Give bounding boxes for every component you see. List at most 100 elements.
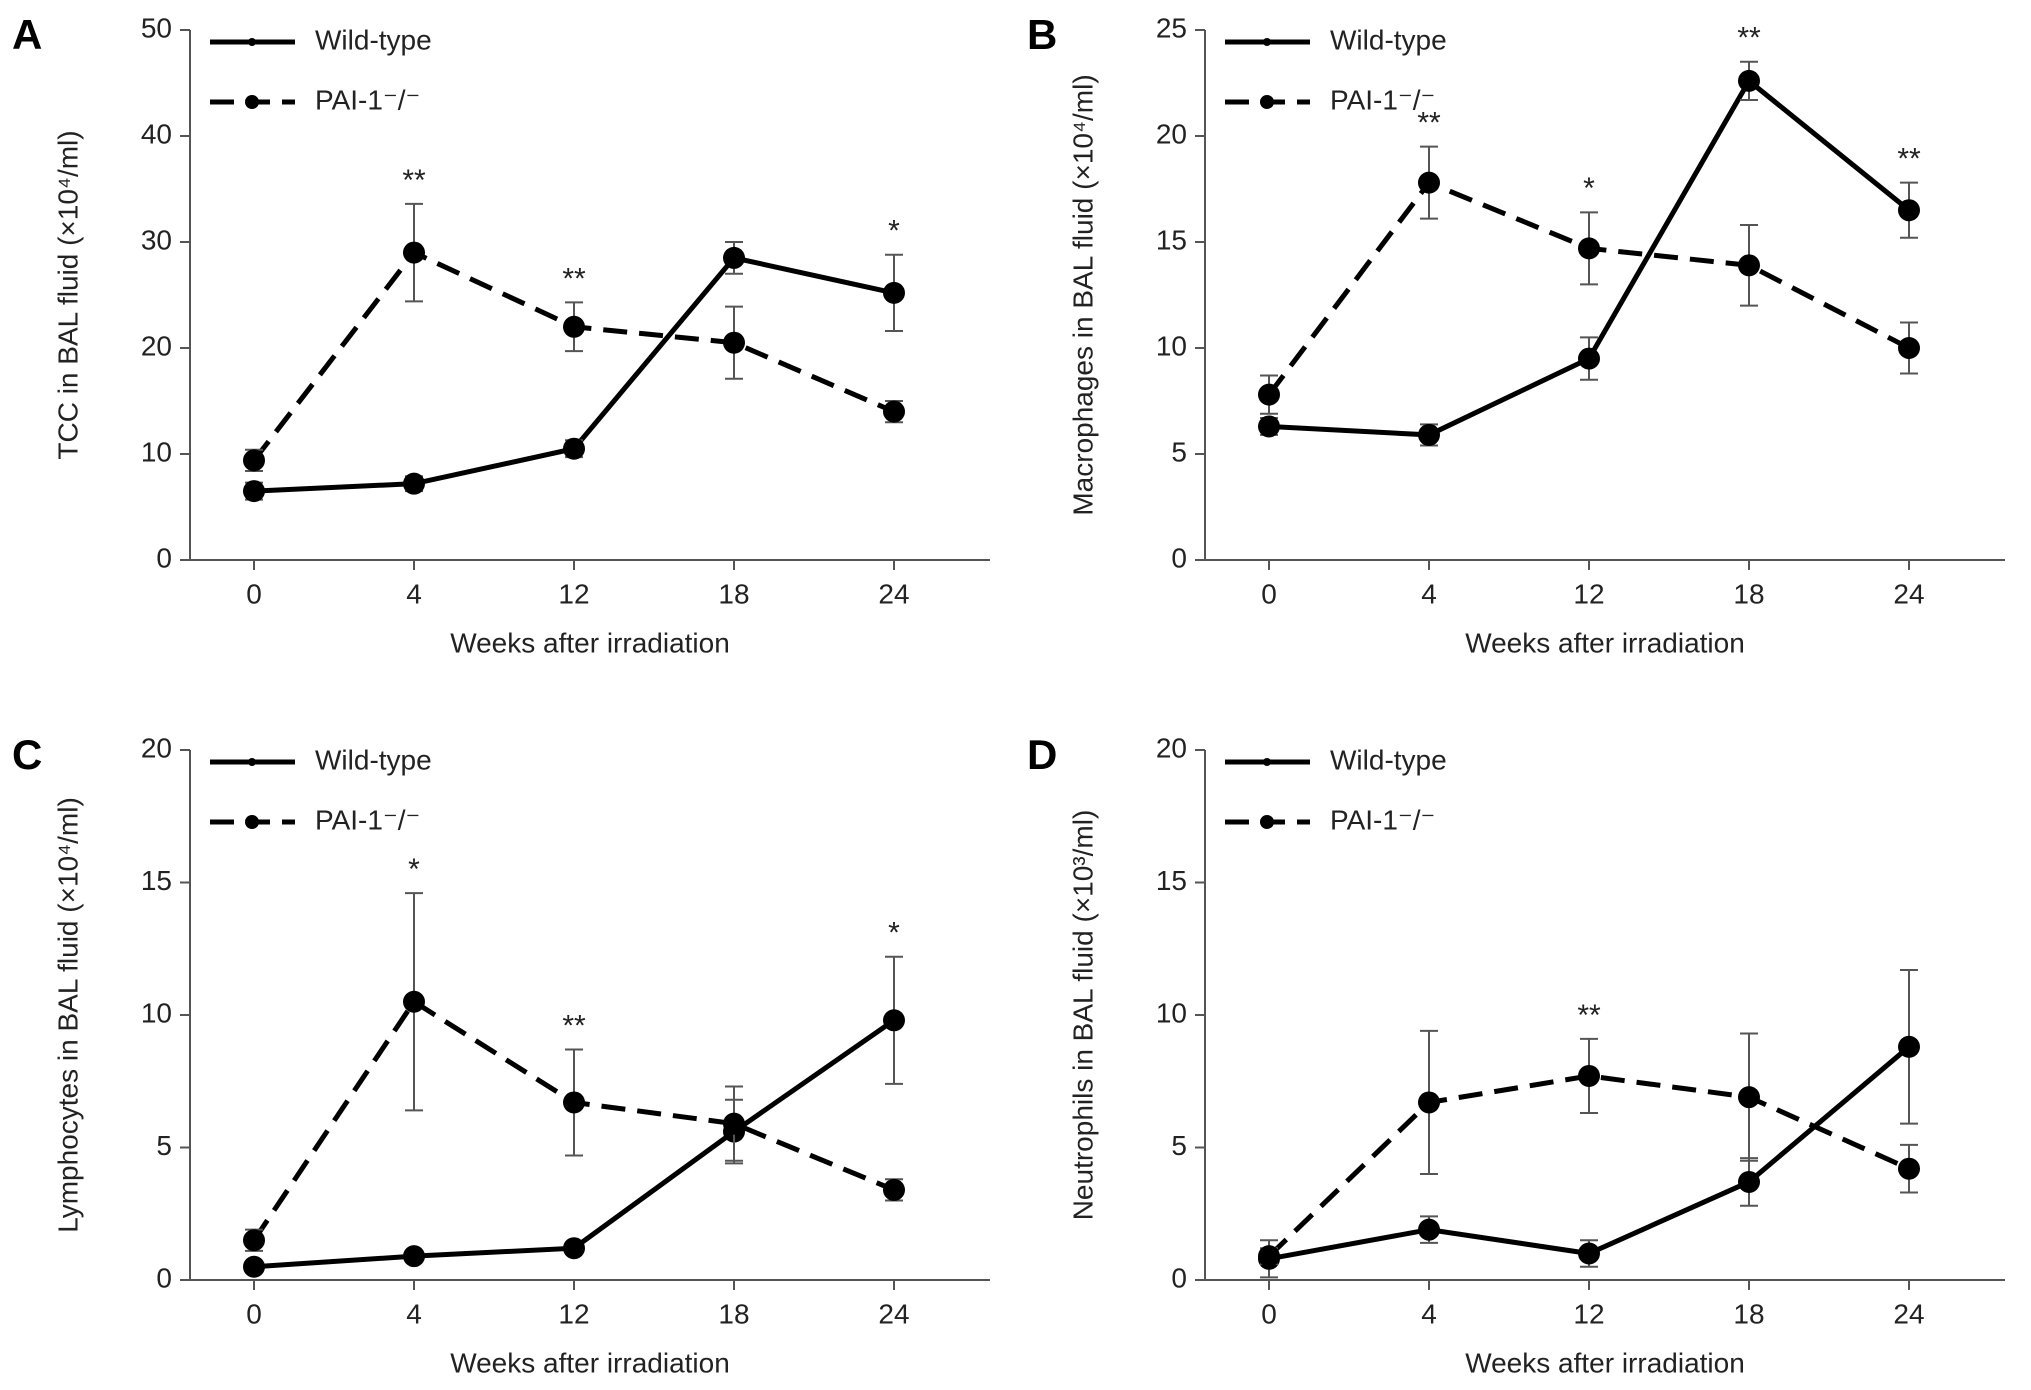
x-tick-label: 24	[878, 578, 909, 609]
data-point	[403, 990, 425, 1013]
data-point	[1258, 415, 1280, 438]
y-tick-label: 20	[1156, 118, 1187, 149]
x-tick-label: 24	[1893, 1298, 1924, 1329]
data-point	[1898, 199, 1920, 222]
y-tick-label: 10	[141, 997, 172, 1028]
significance: **	[562, 1009, 586, 1042]
legend-label: Wild-type	[315, 744, 432, 775]
data-point	[243, 480, 265, 503]
legend-marker	[1260, 95, 1274, 109]
y-axis-label: Neutrophils in BAL fluid (×10³/ml)	[1067, 810, 1098, 1221]
significance: *	[888, 917, 900, 950]
data-point	[883, 400, 905, 423]
y-tick-label: 5	[1171, 436, 1187, 467]
y-tick-label: 25	[1156, 12, 1187, 43]
x-tick-label: 4	[1421, 578, 1437, 609]
data-point	[1738, 254, 1760, 277]
x-tick-label: 0	[246, 1298, 262, 1329]
y-axis-label: Lymphocytes in BAL fluid (×10⁴/ml)	[52, 797, 83, 1233]
data-point	[1578, 1064, 1600, 1087]
data-point	[1898, 337, 1920, 359]
data-point	[723, 331, 745, 354]
legend-label: PAI-1⁻/⁻	[1330, 84, 1435, 115]
data-point	[563, 315, 585, 338]
x-axis-label: Weeks after irradiation	[450, 1347, 730, 1378]
y-tick-label: 15	[141, 865, 172, 896]
legend-label: PAI-1⁻/⁻	[315, 84, 420, 115]
data-point	[723, 246, 745, 269]
data-point	[243, 449, 265, 472]
legend-marker	[1263, 758, 1271, 766]
data-point	[243, 1229, 265, 1252]
panel-label: B	[1027, 11, 1057, 58]
significance: **	[1897, 143, 1921, 176]
legend-label: Wild-type	[1330, 24, 1447, 55]
data-point	[1578, 237, 1600, 260]
legend-label: PAI-1⁻/⁻	[315, 804, 420, 835]
data-point	[1738, 1170, 1760, 1193]
x-tick-label: 4	[406, 578, 422, 609]
data-point	[1258, 1245, 1280, 1268]
legend-label: Wild-type	[315, 24, 432, 55]
x-tick-label: 18	[718, 578, 749, 609]
significance: **	[1577, 999, 1601, 1032]
data-point	[1258, 383, 1280, 406]
legend-marker	[248, 758, 256, 766]
data-point	[883, 281, 905, 304]
data-point	[1578, 1242, 1600, 1265]
y-tick-label: 0	[1171, 542, 1187, 573]
data-point	[723, 1112, 745, 1135]
data-point	[1418, 1218, 1440, 1241]
data-point	[883, 1178, 905, 1201]
legend-label: PAI-1⁻/⁻	[1330, 804, 1435, 835]
y-tick-label: 20	[1156, 732, 1187, 763]
x-tick-label: 24	[878, 1298, 909, 1329]
y-tick-label: 15	[1156, 865, 1187, 896]
panel-label: C	[12, 731, 42, 778]
x-tick-label: 12	[1573, 1298, 1604, 1329]
data-point	[1418, 423, 1440, 446]
x-axis-label: Weeks after irradiation	[1465, 1347, 1745, 1378]
x-tick-label: 4	[406, 1298, 422, 1329]
y-tick-label: 5	[1171, 1130, 1187, 1161]
legend-marker	[1263, 38, 1271, 46]
x-tick-label: 18	[1733, 1298, 1764, 1329]
data-point	[883, 1009, 905, 1032]
legend-marker	[248, 38, 256, 46]
y-tick-label: 0	[156, 1262, 172, 1293]
x-tick-label: 0	[1261, 578, 1277, 609]
y-tick-label: 10	[1156, 997, 1187, 1028]
data-point	[563, 437, 585, 460]
y-tick-label: 20	[141, 732, 172, 763]
y-tick-label: 40	[141, 118, 172, 149]
y-tick-label: 20	[141, 330, 172, 361]
panel-label: D	[1027, 731, 1057, 778]
y-tick-label: 50	[141, 12, 172, 43]
data-point	[1418, 171, 1440, 194]
x-tick-label: 12	[1573, 578, 1604, 609]
data-point	[1898, 1035, 1920, 1058]
significance: *	[1583, 172, 1595, 205]
significance: **	[562, 262, 586, 295]
y-tick-label: 15	[1156, 224, 1187, 255]
data-point	[403, 241, 425, 264]
legend-marker	[245, 815, 259, 829]
x-tick-label: 12	[558, 578, 589, 609]
panel-label: A	[12, 11, 42, 58]
y-tick-label: 0	[156, 542, 172, 573]
data-point	[563, 1237, 585, 1260]
legend-label: Wild-type	[1330, 744, 1447, 775]
x-tick-label: 24	[1893, 578, 1924, 609]
data-point	[1738, 1086, 1760, 1109]
y-tick-label: 10	[1156, 330, 1187, 361]
data-point	[1738, 69, 1760, 92]
y-axis-label: TCC in BAL fluid (×10⁴/ml)	[52, 130, 83, 459]
y-axis-label: Macrophages in BAL fluid (×10⁴/ml)	[1067, 74, 1098, 515]
significance: **	[1737, 22, 1761, 55]
significance: *	[888, 215, 900, 248]
y-tick-label: 0	[1171, 1262, 1187, 1293]
legend-marker	[1260, 815, 1274, 829]
x-tick-label: 18	[1733, 578, 1764, 609]
data-point	[403, 472, 425, 495]
